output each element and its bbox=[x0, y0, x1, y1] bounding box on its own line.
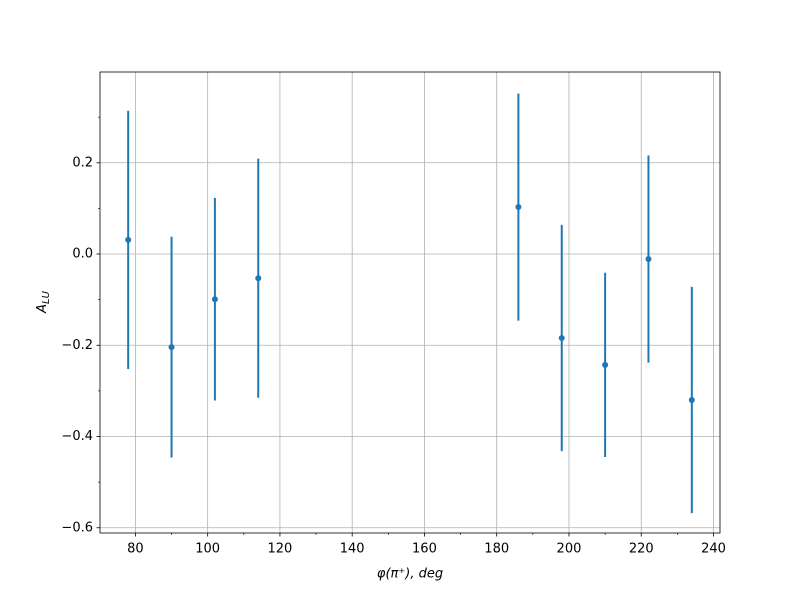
point bbox=[688, 397, 695, 404]
point bbox=[515, 204, 522, 211]
y-axis-label-base: A bbox=[35, 304, 50, 314]
y-tick-label: 0.2 bbox=[72, 155, 93, 170]
plot-frame bbox=[99, 71, 721, 534]
x-tick-label: 240 bbox=[701, 542, 726, 557]
y-tick-label: 0.0 bbox=[72, 247, 93, 262]
x-tick-label: 180 bbox=[484, 542, 509, 557]
x-tick-label: 80 bbox=[127, 542, 144, 557]
x-tick-label: 140 bbox=[340, 542, 365, 557]
point bbox=[125, 236, 132, 243]
x-tick-label: 160 bbox=[412, 542, 437, 557]
x-tick-label: 100 bbox=[195, 542, 220, 557]
point bbox=[645, 256, 652, 263]
y-axis-label: ALU bbox=[35, 290, 53, 313]
y-tick-label: −0.2 bbox=[61, 338, 93, 353]
point bbox=[602, 361, 609, 368]
x-tick-label: 120 bbox=[268, 542, 293, 557]
point bbox=[168, 344, 175, 351]
point bbox=[255, 275, 262, 282]
y-tick-label: −0.6 bbox=[61, 520, 93, 535]
x-tick-label: 220 bbox=[629, 542, 654, 557]
point bbox=[558, 334, 565, 341]
x-tick-label: 200 bbox=[557, 542, 582, 557]
y-tick-label: −0.4 bbox=[61, 429, 93, 444]
x-axis-label: φ(π⁺), deg bbox=[377, 567, 443, 582]
y-axis-label-sub: LU bbox=[41, 290, 52, 304]
point bbox=[211, 296, 218, 303]
